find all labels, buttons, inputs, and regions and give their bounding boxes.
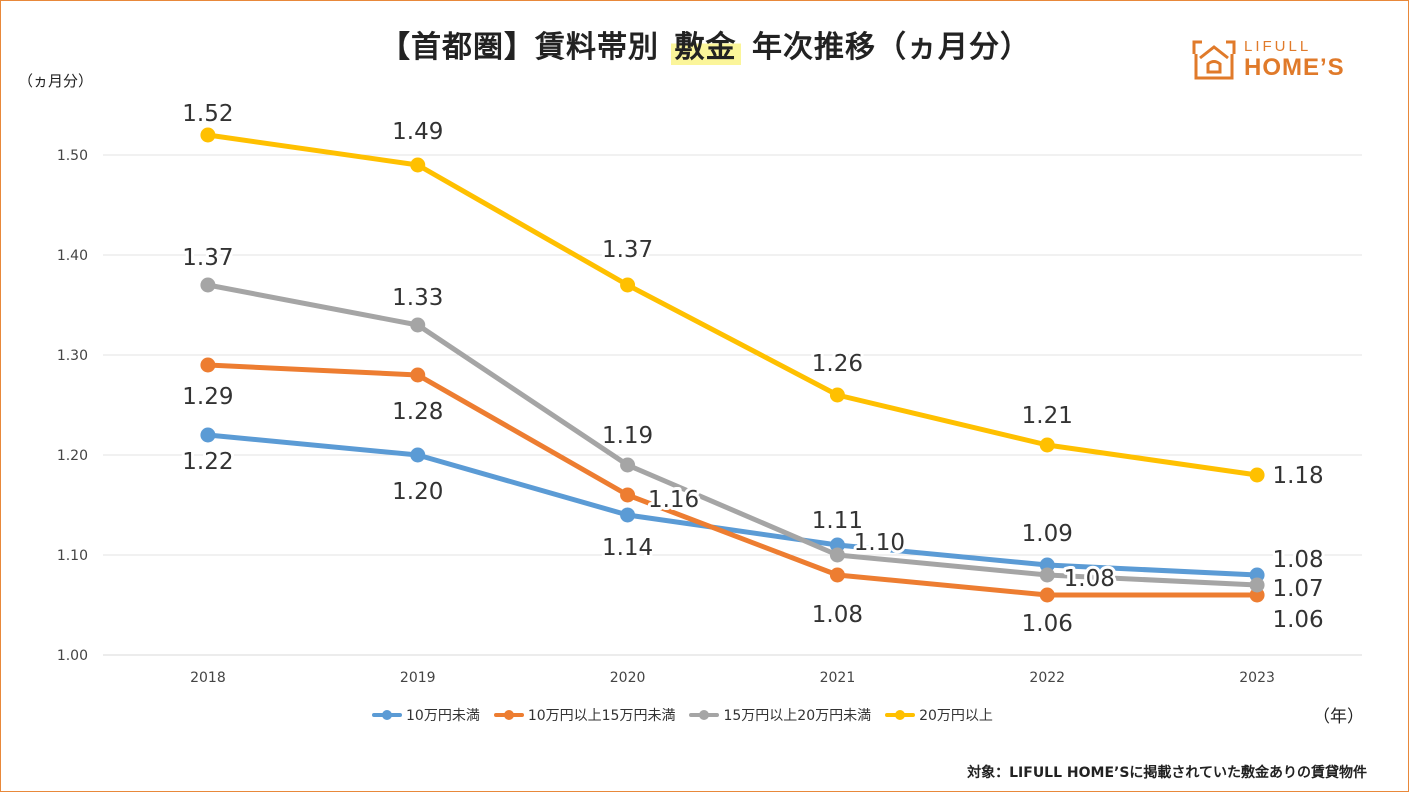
data-label: 1.10 bbox=[854, 530, 905, 556]
y-tick-label: 1.00 bbox=[57, 648, 88, 664]
x-tick-label: 2019 bbox=[400, 670, 436, 686]
legend-item: 15万円以上20万円未満 bbox=[689, 705, 871, 725]
data-point bbox=[200, 277, 216, 293]
x-axis-ticks: 2018 2019 2020 2021 2022 2023 bbox=[190, 670, 1275, 686]
data-label: 1.49 bbox=[392, 119, 443, 145]
title-prefix: 【首都圏】賃料帯別 bbox=[380, 30, 671, 65]
legend-label: 20万円以上 bbox=[919, 708, 993, 724]
data-point bbox=[1039, 567, 1055, 583]
data-label: 1.22 bbox=[182, 449, 233, 475]
legend-swatch-dot bbox=[895, 710, 906, 720]
y-tick-label: 1.10 bbox=[57, 548, 88, 564]
data-label: 1.14 bbox=[602, 535, 653, 561]
legend-swatch-dot bbox=[503, 710, 514, 720]
x-tick-label: 2023 bbox=[1239, 670, 1275, 686]
data-point bbox=[620, 507, 636, 523]
data-label: 1.26 bbox=[812, 351, 863, 377]
data-label: 1.37 bbox=[602, 237, 653, 263]
data-label: 1.09 bbox=[1022, 521, 1073, 547]
legend-label: 15万円以上20万円未満 bbox=[723, 708, 872, 724]
y-tick-label: 1.20 bbox=[57, 448, 88, 464]
legend-swatch-dot bbox=[699, 710, 710, 720]
data-point bbox=[829, 387, 845, 403]
x-tick-label: 2021 bbox=[820, 670, 856, 686]
grid-lines bbox=[103, 154, 1362, 656]
lifull-homes-logo: LIFULL HOME’S bbox=[1192, 38, 1372, 84]
legend-swatch-dot bbox=[382, 710, 392, 720]
data-label: 1.08 bbox=[1272, 547, 1323, 573]
data-label: 1.16 bbox=[648, 487, 699, 513]
y-tick-label: 1.30 bbox=[57, 348, 88, 364]
legend-item: 20万円以上 bbox=[885, 705, 993, 725]
data-labels: 1.22 1.20 1.14 1.11 1.09 1.08 1.29 1.28 1.16 1.08… bbox=[179, 98, 1326, 640]
title-suffix: 年次推移（ヵ月分） bbox=[740, 30, 1031, 65]
legend-swatch bbox=[493, 709, 524, 721]
footnote: 対象：LIFULL HOME’Sに掲載されていた敷金ありの賃貸物件 bbox=[967, 765, 1367, 781]
data-point bbox=[200, 357, 216, 373]
data-point bbox=[1249, 467, 1265, 483]
legend-swatch bbox=[885, 709, 916, 721]
data-point bbox=[200, 127, 216, 143]
y-tick-label: 1.50 bbox=[57, 148, 88, 164]
chart-title: 【首都圏】賃料帯別 敷金 年次推移（ヵ月分） bbox=[0, 22, 1411, 66]
series-line bbox=[205, 132, 1260, 478]
data-label: 1.19 bbox=[602, 423, 653, 449]
data-label: 1.29 bbox=[182, 384, 233, 410]
y-axis-ticks: 1.00 1.10 1.20 1.30 1.40 1.50 bbox=[57, 148, 88, 664]
series-line bbox=[205, 362, 1260, 598]
data-label: 1.08 bbox=[812, 602, 863, 628]
data-point bbox=[410, 367, 426, 383]
logo-text-lifull: LIFULL bbox=[1244, 38, 1312, 55]
x-tick-label: 2018 bbox=[190, 670, 226, 686]
data-label: 1.28 bbox=[392, 399, 443, 425]
legend-swatch bbox=[372, 709, 402, 721]
logo-text-homes: HOME’S bbox=[1244, 54, 1345, 81]
legend-swatch bbox=[689, 709, 720, 721]
house-logo-icon bbox=[1192, 40, 1236, 80]
data-point bbox=[620, 277, 636, 293]
series-line bbox=[205, 432, 1260, 578]
data-point bbox=[410, 317, 426, 333]
data-label: 1.52 bbox=[182, 101, 233, 127]
y-tick-label: 1.40 bbox=[57, 248, 88, 264]
data-label: 1.33 bbox=[392, 285, 443, 311]
data-label: 1.18 bbox=[1272, 463, 1323, 489]
x-tick-label: 2020 bbox=[610, 670, 646, 686]
chart-legend: 10万円未満 10万円以上15万円未満 15万円以上20万円未満 20万円以上 bbox=[372, 705, 993, 725]
x-axis-unit: （年） bbox=[1313, 707, 1364, 727]
data-label: 1.21 bbox=[1022, 403, 1073, 429]
legend-item: 10万円未満 bbox=[372, 705, 480, 725]
data-label: 1.08 bbox=[1064, 566, 1115, 592]
data-point bbox=[200, 427, 216, 443]
legend-item: 10万円以上15万円未満 bbox=[493, 705, 676, 725]
data-point bbox=[829, 567, 845, 583]
legend-label: 10万円以上15万円未満 bbox=[527, 708, 676, 724]
data-label: 1.37 bbox=[182, 245, 233, 271]
data-point bbox=[620, 457, 636, 473]
data-point bbox=[620, 487, 636, 503]
title-highlight: 敷金 bbox=[670, 30, 741, 65]
series-group bbox=[200, 127, 1265, 603]
data-label: 1.20 bbox=[392, 479, 443, 505]
series-line bbox=[205, 282, 1260, 588]
data-label: 1.11 bbox=[812, 508, 863, 534]
data-label: 1.06 bbox=[1022, 611, 1073, 637]
data-point bbox=[410, 157, 426, 173]
x-tick-label: 2022 bbox=[1029, 670, 1065, 686]
y-axis-unit: （ヵ月分） bbox=[18, 72, 94, 90]
data-point bbox=[1039, 587, 1055, 603]
data-point bbox=[1249, 577, 1265, 593]
data-point bbox=[829, 547, 845, 563]
legend-label: 10万円未満 bbox=[406, 708, 480, 724]
data-label: 1.06 bbox=[1272, 607, 1323, 633]
data-point bbox=[410, 447, 426, 463]
data-point bbox=[1039, 437, 1055, 453]
data-label: 1.07 bbox=[1272, 576, 1323, 602]
